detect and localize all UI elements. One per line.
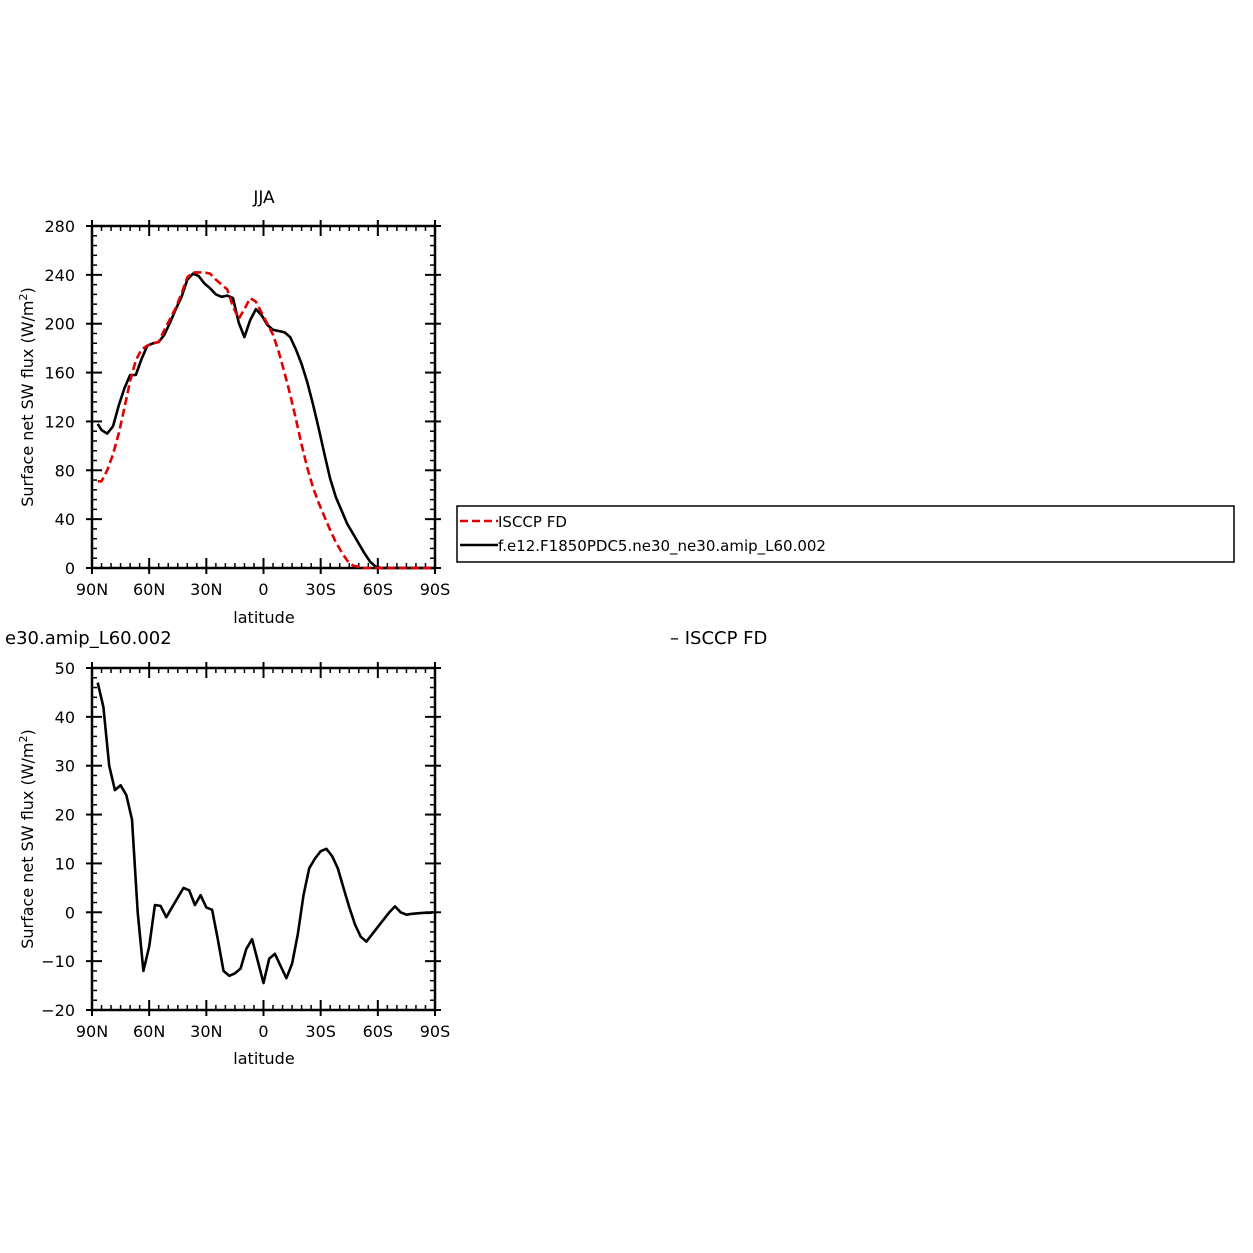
legend-box xyxy=(456,505,1235,563)
bottom-chart-x-tick-label: 0 xyxy=(258,1022,268,1041)
top-chart-plot-frame xyxy=(90,224,437,570)
top-chart-y-tick-label: 120 xyxy=(44,412,75,431)
bottom-chart-x-tick-label: 90S xyxy=(420,1022,451,1041)
bottom-chart-y-tick-label: −20 xyxy=(41,1001,75,1020)
bottom-chart-y-axis-label-main: Surface net SW flux (W/m xyxy=(18,742,37,948)
top-chart-x-tick-label: 30N xyxy=(190,580,222,599)
top-chart-panel: JJA 90N 60N 30N 0 30S 60S 90S 0 40 80 120 160 200 240… xyxy=(17,188,450,627)
bottom-chart-title-left: e30.amip_L60.002 xyxy=(5,628,172,649)
bottom-chart-y-tick-label: 30 xyxy=(55,757,75,776)
top-chart-y-tick-label: 280 xyxy=(44,217,75,236)
bottom-chart-x-axis-label: latitude xyxy=(233,1049,294,1068)
bottom-chart-y-tick-label: 40 xyxy=(55,708,75,727)
bottom-chart-y-tick-label: 20 xyxy=(55,806,75,825)
top-chart-x-tick-label: 0 xyxy=(258,580,268,599)
bottom-chart-x-tick-label: 30S xyxy=(305,1022,336,1041)
top-chart-y-axis-label-main: Surface net SW flux (W/m xyxy=(18,300,37,506)
bottom-chart-x-tick-label: 60S xyxy=(363,1022,394,1041)
top-chart-y-tick-label: 40 xyxy=(55,510,75,529)
top-chart-y-axis-label-end: ) xyxy=(18,287,37,293)
top-chart-x-tick-label: 60N xyxy=(133,580,165,599)
top-chart-title: JJA xyxy=(252,188,275,208)
top-chart-y-axis-label: Surface net SW flux (W/m2) xyxy=(17,287,37,507)
top-chart-series-line-0 xyxy=(97,271,434,570)
bottom-chart-y-axis-label-end: ) xyxy=(18,729,37,735)
top-chart-x-tick-label: 90S xyxy=(420,580,451,599)
bottom-chart-y-axis-label-sup: 2 xyxy=(17,735,30,742)
legend-label-model: f.e12.F1850PDC5.ne30_ne30.amip_L60.002 xyxy=(498,537,826,556)
bottom-chart-y-tick-label: 50 xyxy=(55,659,75,678)
top-chart-x-axis-label: latitude xyxy=(233,608,294,627)
top-chart-y-tick-label: 0 xyxy=(65,559,75,578)
bottom-chart-x-tick-label: 60N xyxy=(133,1022,165,1041)
top-chart-y-tick-label: 240 xyxy=(44,266,75,285)
top-chart-x-tick-label: 60S xyxy=(363,580,394,599)
bottom-chart-panel: e30.amip_L60.002 – ISCCP FD 90N 60N 30N 0 30… xyxy=(5,628,767,1068)
bottom-chart-series-line-0 xyxy=(96,682,434,985)
top-chart-y-tick-label: 160 xyxy=(44,364,75,383)
top-chart-legend: ISCCP FD f.e12.F1850PDC5.ne30_ne30.amip_… xyxy=(456,505,1235,563)
bottom-chart-y-tick-label: 10 xyxy=(55,854,75,873)
bottom-chart-y-axis-label: Surface net SW flux (W/m2) xyxy=(17,729,37,949)
top-chart-y-axis-label-sup: 2 xyxy=(17,293,30,300)
bottom-chart-y-tick-label: 0 xyxy=(65,903,75,922)
top-chart-y-tick-label: 80 xyxy=(55,461,75,480)
top-chart-x-tick-label: 90N xyxy=(76,580,108,599)
bottom-chart-x-tick-label: 90N xyxy=(76,1022,108,1041)
top-chart-y-tick-label: 200 xyxy=(44,315,75,334)
bottom-chart-x-tick-label: 30N xyxy=(190,1022,222,1041)
bottom-chart-y-tick-label: −10 xyxy=(41,952,75,971)
top-chart-x-tick-label: 30S xyxy=(305,580,336,599)
bottom-chart-title-right: – ISCCP FD xyxy=(670,628,767,649)
legend-label-isccp: ISCCP FD xyxy=(498,513,567,531)
